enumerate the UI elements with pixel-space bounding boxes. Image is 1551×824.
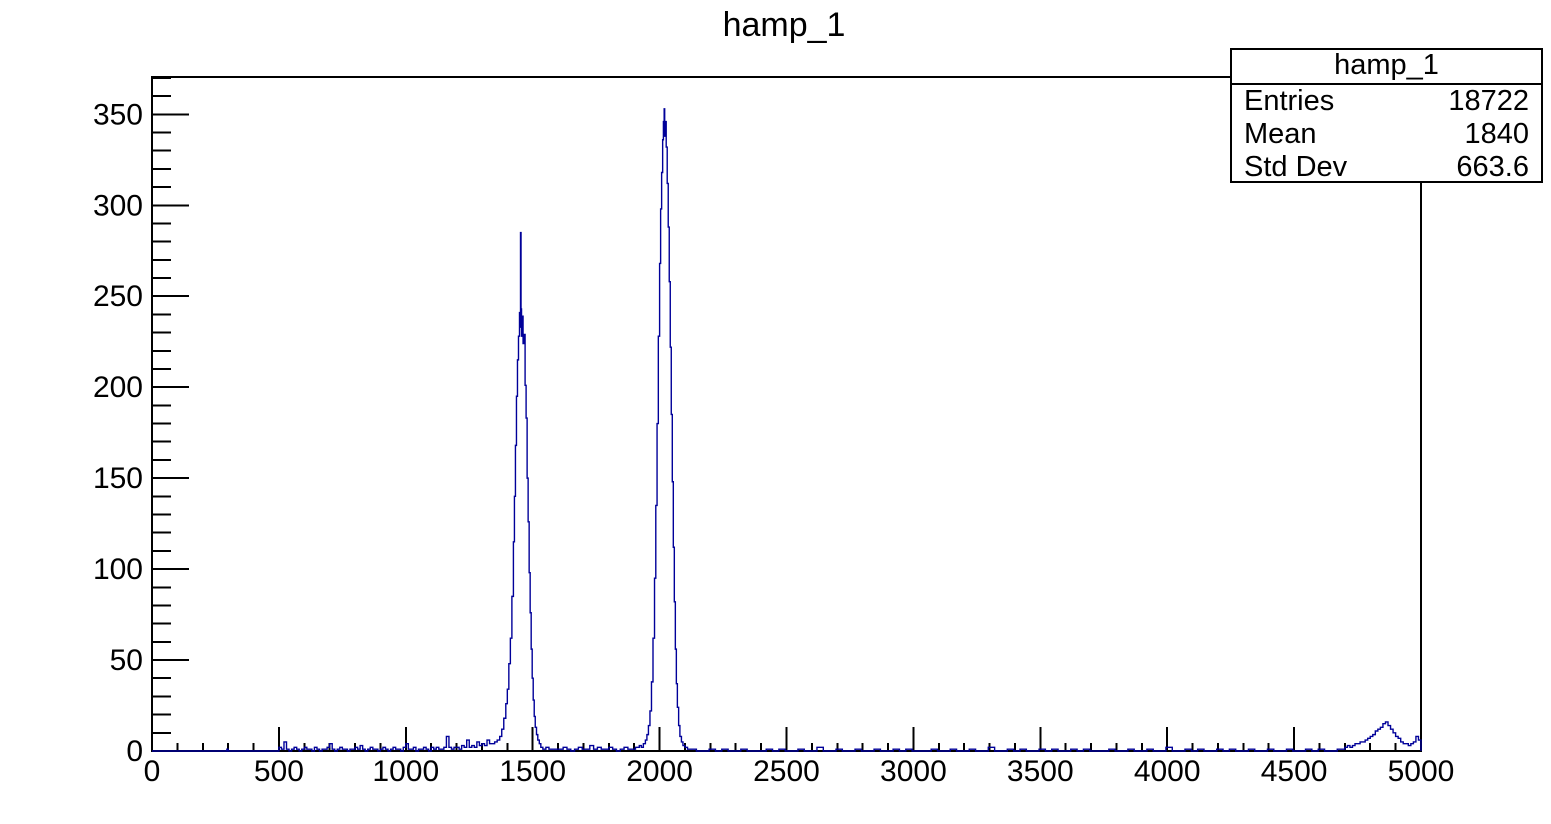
stats-label: Entries [1244, 85, 1335, 117]
stats-label: Mean [1244, 118, 1317, 150]
y-tick-label: 100 [93, 553, 143, 586]
y-tick-label: 0 [126, 735, 143, 768]
histogram-trace [152, 108, 1422, 752]
x-tick-label: 2500 [753, 755, 820, 788]
y-tick-label: 350 [93, 98, 143, 131]
x-tick-label: 4500 [1261, 755, 1328, 788]
stats-value: 663.6 [1456, 151, 1529, 183]
y-tick-label: 300 [93, 189, 143, 222]
stats-row-entries: Entries 18722 [1232, 85, 1541, 118]
x-tick-label: 0 [144, 755, 161, 788]
x-tick-label: 1500 [499, 755, 566, 788]
stats-row-mean: Mean 1840 [1232, 118, 1541, 151]
y-tick-label: 50 [110, 644, 143, 677]
chart-title: hamp_1 [722, 6, 846, 44]
x-tick-label: 4000 [1134, 755, 1201, 788]
x-tick-label: 1000 [372, 755, 439, 788]
x-tick-label: 2000 [626, 755, 693, 788]
stats-value: 18722 [1448, 85, 1529, 117]
stats-row-stddev: Std Dev 663.6 [1232, 151, 1541, 184]
x-tick-label: 5000 [1388, 755, 1455, 788]
stats-value: 1840 [1464, 118, 1529, 150]
x-tick-label: 500 [254, 755, 304, 788]
stats-box: hamp_1 Entries 18722 Mean 1840 Std Dev 6… [1230, 48, 1543, 183]
y-tick-label: 200 [93, 371, 143, 404]
y-tick-label: 250 [93, 280, 143, 313]
x-tick-label: 3500 [1007, 755, 1074, 788]
stats-label: Std Dev [1244, 151, 1348, 183]
x-tick-label: 3000 [880, 755, 947, 788]
stats-box-title: hamp_1 [1232, 50, 1541, 85]
y-tick-label: 150 [93, 462, 143, 495]
